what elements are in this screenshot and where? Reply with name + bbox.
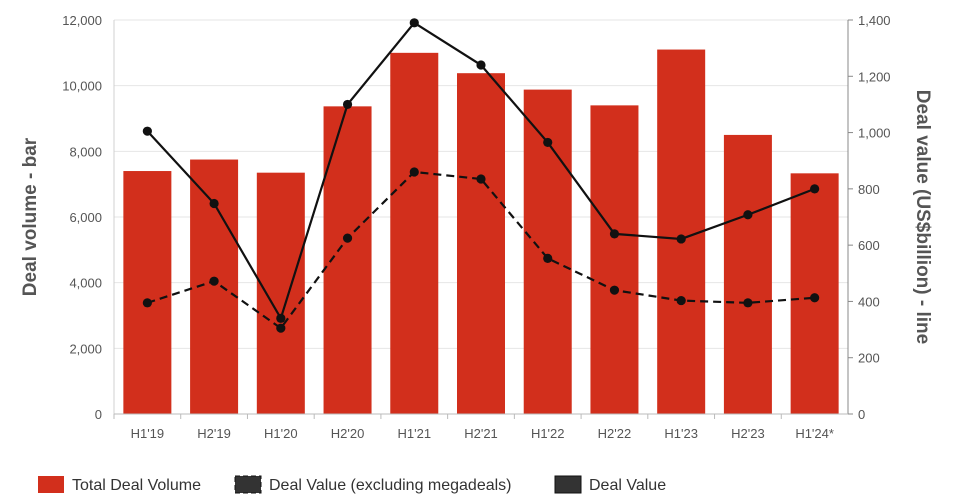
line-point bbox=[476, 174, 486, 184]
line-point bbox=[609, 229, 620, 239]
line-point bbox=[409, 18, 419, 28]
line-point bbox=[342, 99, 353, 110]
y2-tick-label: 200 bbox=[858, 351, 880, 366]
y-tick-label: 6,000 bbox=[69, 210, 102, 225]
x-tick-label: H1'22 bbox=[531, 426, 565, 441]
line-point bbox=[409, 167, 419, 177]
legend-swatch bbox=[38, 476, 64, 493]
left-axis-title: Deal volume - bar bbox=[20, 137, 41, 296]
line-point bbox=[209, 276, 219, 286]
y-tick-label: 12,000 bbox=[62, 13, 102, 28]
x-tick-label: H1'19 bbox=[131, 426, 165, 441]
legend-deal-value-excl: Deal Value (excluding megadeals) bbox=[234, 475, 512, 494]
value-lines bbox=[142, 18, 820, 333]
line-point bbox=[142, 298, 152, 308]
line-point bbox=[142, 126, 152, 136]
y2-tick-label: 0 bbox=[858, 407, 865, 422]
y-tick-label: 0 bbox=[95, 407, 102, 422]
line-point bbox=[743, 298, 753, 308]
legend-label: Deal Value (excluding megadeals) bbox=[269, 477, 512, 494]
legend-total-deal-volume: Total Deal Volume bbox=[38, 476, 201, 494]
legend: Total Deal Volume Deal Value (excluding m… bbox=[38, 475, 666, 494]
y2-tick-label: 1,400 bbox=[858, 13, 891, 28]
x-tick-label: H2'22 bbox=[598, 426, 632, 441]
line-point bbox=[543, 137, 553, 148]
volume-bars bbox=[123, 49, 839, 415]
line-point bbox=[476, 60, 486, 70]
deal-value-excl-megadeals-line bbox=[147, 170, 815, 330]
y2-tick-label: 1,000 bbox=[858, 126, 891, 141]
x-tick-label: H2'19 bbox=[197, 426, 231, 441]
x-tick-label: H2'23 bbox=[731, 426, 765, 441]
x-tick-label: H1'23 bbox=[664, 426, 698, 441]
line-point bbox=[810, 184, 820, 194]
line-point bbox=[609, 285, 620, 295]
legend-deal-value: Deal Value bbox=[554, 475, 666, 494]
line-point bbox=[276, 313, 286, 323]
legend-label: Total Deal Volume bbox=[72, 477, 201, 494]
line-point bbox=[209, 198, 219, 209]
line-point bbox=[676, 234, 686, 244]
bar bbox=[723, 134, 772, 414]
line-point bbox=[543, 253, 553, 263]
x-tick-label: H1'24* bbox=[795, 426, 834, 441]
line-point bbox=[342, 233, 353, 243]
line-point bbox=[676, 295, 686, 306]
x-tick-label: H2'20 bbox=[331, 426, 365, 441]
bar bbox=[390, 52, 439, 414]
y-tick-label: 10,000 bbox=[62, 79, 102, 94]
line-point bbox=[810, 293, 820, 303]
line-point bbox=[276, 323, 286, 333]
axes: 0 2,000 4,000 6,000 8,000 10,000 12,000 0 200 400… bbox=[62, 13, 890, 441]
legend-swatch bbox=[554, 475, 582, 494]
line-point bbox=[743, 210, 753, 220]
bar bbox=[256, 172, 305, 414]
y-tick-label: 2,000 bbox=[69, 341, 102, 356]
x-tick-label: H1'20 bbox=[264, 426, 298, 441]
bar bbox=[590, 105, 639, 414]
bar bbox=[657, 49, 706, 415]
y2-tick-label: 800 bbox=[858, 182, 880, 197]
bar bbox=[457, 73, 505, 414]
y2-tick-label: 1,200 bbox=[858, 69, 891, 84]
y2-tick-label: 600 bbox=[858, 238, 880, 253]
legend-label: Deal Value bbox=[589, 477, 666, 494]
y-tick-label: 4,000 bbox=[69, 276, 102, 291]
y2-tick-label: 400 bbox=[858, 294, 880, 309]
bar bbox=[123, 171, 172, 414]
y-tick-label: 8,000 bbox=[69, 144, 102, 159]
x-tick-label: H2'21 bbox=[464, 426, 498, 441]
right-axis-title: Deal value (US$billion) - line bbox=[912, 90, 933, 344]
legend-swatch bbox=[234, 475, 262, 494]
x-tick-label: H1'21 bbox=[397, 426, 431, 441]
